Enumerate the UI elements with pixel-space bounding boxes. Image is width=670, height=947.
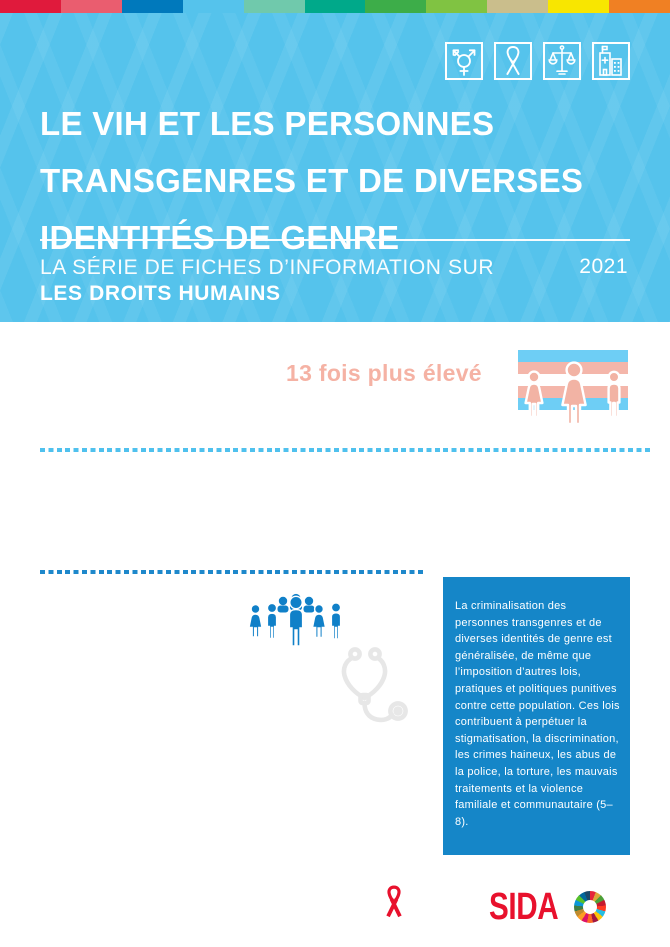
stripe-segment [609,0,670,13]
callout-box: La criminalisation des personnes transge… [443,577,630,855]
stripe-segment [426,0,488,13]
stripe-segment [548,0,610,13]
crowd-icon [245,593,347,649]
year-label: 2021 [579,255,628,278]
page-title-line-2: TRANSGENRES ET DE DIVERSES [40,162,584,199]
stripe-segment [121,0,183,13]
stethoscope-icon [337,645,417,733]
dotted-divider-dark [40,570,424,574]
awareness-ribbon-icon [494,42,532,80]
series-subtitle: LES DROITS HUMAINS [40,282,281,305]
stripe-segment [0,0,61,13]
sdg-wheel [574,891,606,923]
scales-of-justice-icon [543,42,581,80]
stripe-segment [243,0,305,13]
flag-figures [524,361,621,426]
health-facility-icon [592,42,630,80]
page-title: LE VIH ET LES PERSONNES TRANSGENRES ET D… [40,95,583,266]
sdg-color-stripe [0,0,670,13]
stripe-segment [304,0,366,13]
page-title-line-3: IDENTITÉS DE GENRE [40,219,400,256]
series-title: LA SÉRIE DE FICHES D’INFORMATION SUR [40,256,495,279]
stripe-segment [60,0,122,13]
stripe-segment [487,0,549,13]
transgender-icon [445,42,483,80]
header-divider [40,239,630,241]
topic-icon-row [445,42,630,80]
page-title-line-1: LE VIH ET LES PERSONNES [40,105,495,142]
stripe-segment [365,0,427,13]
red-ribbon-icon [383,885,405,920]
highlight-stat: 13 fois plus élevé [286,360,482,386]
sida-logo-text: SIDA [489,886,559,928]
stripe-segment [182,0,244,13]
transgender-flag-graphic [517,348,629,444]
series-title-block: LA SÉRIE DE FICHES D’INFORMATION SUR LES… [40,255,494,307]
callout-text: La criminalisation des personnes transge… [455,600,620,828]
dotted-divider-light [40,448,650,452]
header-banner: LE VIH ET LES PERSONNES TRANSGENRES ET D… [0,13,670,322]
